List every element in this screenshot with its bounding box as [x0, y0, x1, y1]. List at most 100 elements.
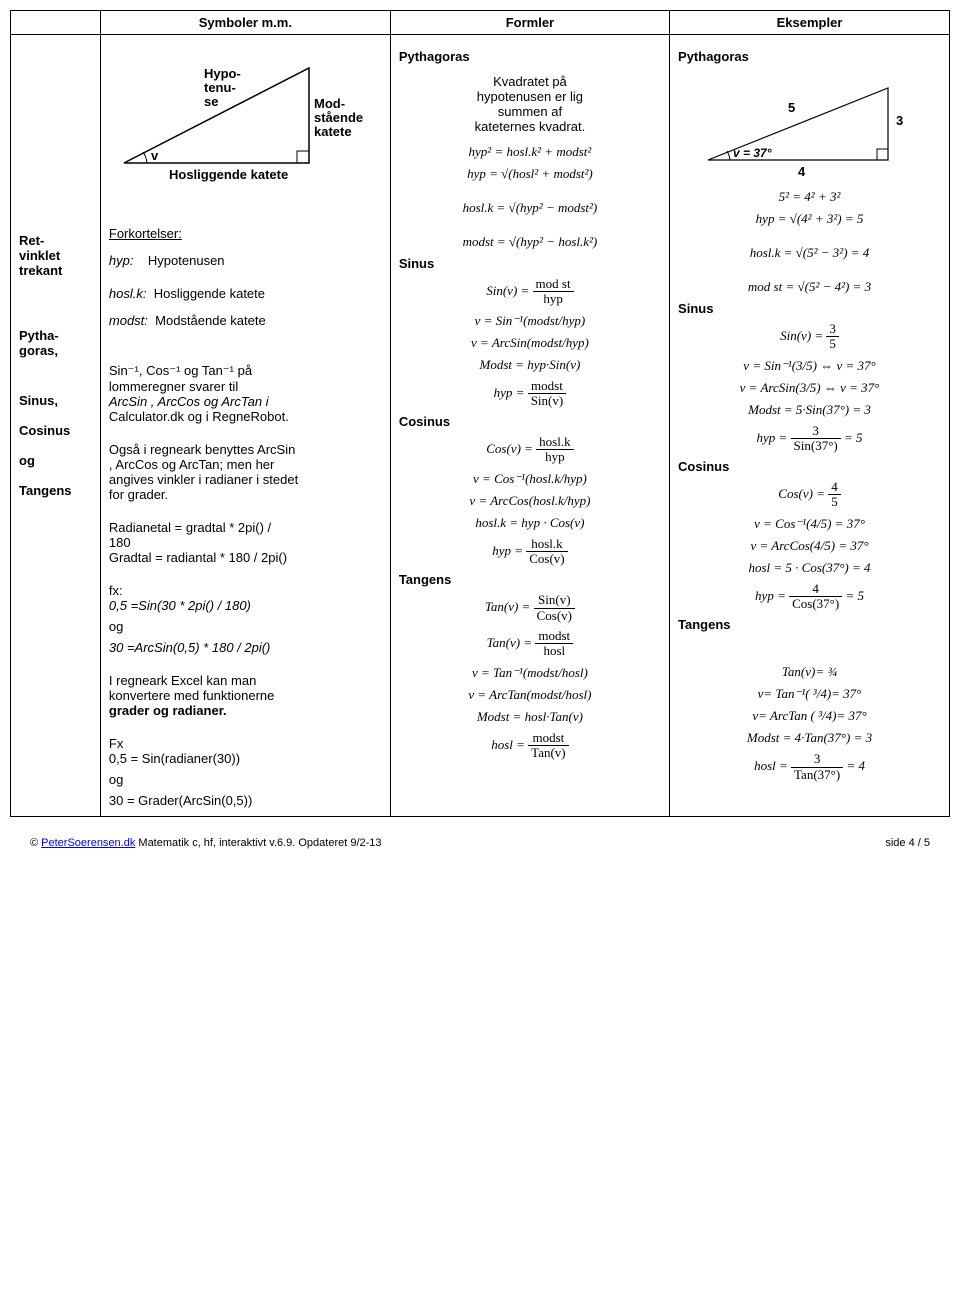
lbl-tangens: Tangens	[19, 483, 92, 498]
sin1: Sin(v) = mod sthyp	[399, 277, 661, 307]
og1: og	[109, 619, 382, 634]
sin4: Modst = hyp·Sin(v)	[399, 357, 661, 373]
tan3: v = Tan⁻¹(modst/hosl)	[399, 665, 661, 681]
main-table: Symboler m.m. Formler Eksempler Ret- vin…	[10, 10, 950, 817]
cos3: v = ArcCos(hosl.k/hyp)	[399, 493, 661, 509]
ex5: 30 = Grader(ArcSin(0,5))	[109, 793, 382, 808]
ex3: grader og radianer.	[109, 703, 382, 718]
cos4: hosl.k = hyp · Cos(v)	[399, 515, 661, 531]
triangle-generic: Hypo- tenu- se Mod- stående katete v Hos…	[109, 43, 369, 193]
header-formler: Formler	[390, 11, 669, 35]
og2: og	[109, 772, 382, 787]
ext1: Tan(v)= ¾	[678, 664, 941, 680]
tan2: Tan(v) = modsthosl	[399, 629, 661, 659]
ex1: I regneark Excel kan man	[109, 673, 382, 688]
h-pythagoras: Pythagoras	[399, 49, 661, 64]
header-blank	[11, 11, 101, 35]
abbr-hosl: hosl.k: Hosliggende katete	[109, 286, 382, 301]
sin3: v = ArcSin(modst/hyp)	[399, 335, 661, 351]
svg-text:v = 37°: v = 37°	[733, 146, 772, 160]
exc2: v = Cos⁻¹(4/5) = 37°	[678, 516, 941, 532]
fx-label: fx:	[109, 583, 382, 598]
ext2: v= Tan⁻¹( ³/4)= 37°	[678, 686, 941, 702]
symbols-cell: Hypo- tenu- se Mod- stående katete v Hos…	[100, 35, 390, 817]
exp4: mod st = √(5² − 4²) = 3	[678, 279, 941, 295]
footer-page: side 4 / 5	[885, 837, 930, 849]
h-cosinus: Cosinus	[399, 414, 661, 429]
formulas-cell: Pythagoras Kvadratet på hypotenusen er l…	[390, 35, 669, 817]
svg-text:tenu-: tenu-	[204, 80, 236, 95]
footer-left: © PeterSoerensen.dk Matematik c, hf, int…	[30, 837, 382, 849]
f1: hyp² = hosl.k² + modst²	[399, 144, 661, 160]
forkortelser-heading: Forkortelser:	[109, 226, 382, 241]
ext3: v= ArcTan ( ³/4)= 37°	[678, 708, 941, 724]
lbl-sinus: Sinus,	[19, 393, 92, 408]
footer-link[interactable]: PeterSoerensen.dk	[41, 837, 135, 849]
lbl-cosinus: Cosinus	[19, 423, 92, 438]
p1a: Sin⁻¹, Cos⁻¹ og Tan⁻¹ på	[109, 363, 382, 379]
svg-text:katete: katete	[314, 124, 352, 139]
ex2: konvertere med funktionerne	[109, 688, 382, 703]
ex-h-tangens: Tangens	[678, 617, 941, 632]
header-eksempler: Eksempler	[670, 11, 950, 35]
p2c: angives vinkler i radianer i stedet	[109, 472, 382, 487]
exp1: 5² = 4² + 3²	[678, 189, 941, 205]
p2a: Også i regneark benyttes ArcSin	[109, 442, 382, 457]
row-label-cell: Ret- vinklet trekant Pytha- goras, Sinus…	[11, 35, 101, 817]
cos5: hyp = hosl.kCos(v)	[399, 537, 661, 567]
fx2: 30 =ArcSin(0,5) * 180 / 2pi()	[109, 640, 382, 655]
ex4: 0,5 = Sin(radianer(30))	[109, 751, 382, 766]
p2d: for grader.	[109, 487, 382, 502]
exc5: hyp = 4Cos(37°) = 5	[678, 582, 941, 612]
exs1: Sin(v) = 35	[678, 322, 941, 352]
svg-text:v: v	[151, 148, 159, 163]
f2: hyp = √(hosl² + modst²)	[399, 166, 661, 182]
exs3: v = ArcSin(3/5) ⇔ v = 37°	[678, 380, 941, 396]
tan5: Modst = hosl·Tan(v)	[399, 709, 661, 725]
lbl-pytha: Pytha-	[19, 328, 92, 343]
f4: modst = √(hyp² − hosl.k²)	[399, 234, 661, 250]
h-sinus: Sinus	[399, 256, 661, 271]
svg-text:4: 4	[798, 164, 806, 179]
p2b: , ArcCos og ArcTan; men her	[109, 457, 382, 472]
lbl-vinklet: vinklet	[19, 248, 92, 263]
exp2: hyp = √(4² + 3²) = 5	[678, 211, 941, 227]
kvd4: kateternes kvadrat.	[399, 119, 661, 134]
h-tangens: Tangens	[399, 572, 661, 587]
svg-text:se: se	[204, 94, 218, 109]
svg-text:stående: stående	[314, 110, 363, 125]
f3: hosl.k = √(hyp² − modst²)	[399, 200, 661, 216]
ex-h-sinus: Sinus	[678, 301, 941, 316]
cos2: v = Cos⁻¹(hosl.k/hyp)	[399, 471, 661, 487]
exp3: hosl.k = √(5² − 3²) = 4	[678, 245, 941, 261]
p1b: lommeregner svarer til	[109, 379, 382, 394]
svg-text:Mod-: Mod-	[314, 96, 345, 111]
lbl-ret: Ret-	[19, 233, 92, 248]
cos1: Cos(v) = hosl.khyp	[399, 435, 661, 465]
fx1: 0,5 =Sin(30 * 2pi() / 180)	[109, 598, 382, 613]
sin2: v = Sin⁻¹(modst/hyp)	[399, 313, 661, 329]
abbr-modst: modst: Modstående katete	[109, 313, 382, 328]
exc1: Cos(v) = 45	[678, 480, 941, 510]
header-symboler: Symboler m.m.	[100, 11, 390, 35]
svg-text:Hypo-: Hypo-	[204, 66, 241, 81]
lbl-trekant: trekant	[19, 263, 92, 278]
rad3: Gradtal = radiantal * 180 / 2pi()	[109, 550, 382, 565]
exc3: v = ArcCos(4/5) = 37°	[678, 538, 941, 554]
triangle-example: 5 3 4 v = 37°	[678, 70, 928, 180]
exs2: v = Sin⁻¹(3/5) ⇔ v = 37°	[678, 358, 941, 374]
kvd3: summen af	[399, 104, 661, 119]
exc4: hosl = 5 · Cos(37°) = 4	[678, 560, 941, 576]
kvd1: Kvadratet på	[399, 74, 661, 89]
tan6: hosl = modstTan(v)	[399, 731, 661, 761]
exs4: Modst = 5·Sin(37°) = 3	[678, 402, 941, 418]
page-footer: © PeterSoerensen.dk Matematik c, hf, int…	[10, 837, 950, 849]
svg-text:3: 3	[896, 113, 903, 128]
rad1: Radianetal = gradtal * 2pi() /	[109, 520, 382, 535]
ex-h-cosinus: Cosinus	[678, 459, 941, 474]
rad2: 180	[109, 535, 382, 550]
p1c: ArcSin , ArcCos og ArcTan i	[109, 394, 382, 409]
ext5: hosl = 3Tan(37°) = 4	[678, 752, 941, 782]
examples-cell: Pythagoras 5 3 4 v = 37° 5² = 4² + 3² hy…	[670, 35, 950, 817]
lbl-goras: goras,	[19, 343, 92, 358]
